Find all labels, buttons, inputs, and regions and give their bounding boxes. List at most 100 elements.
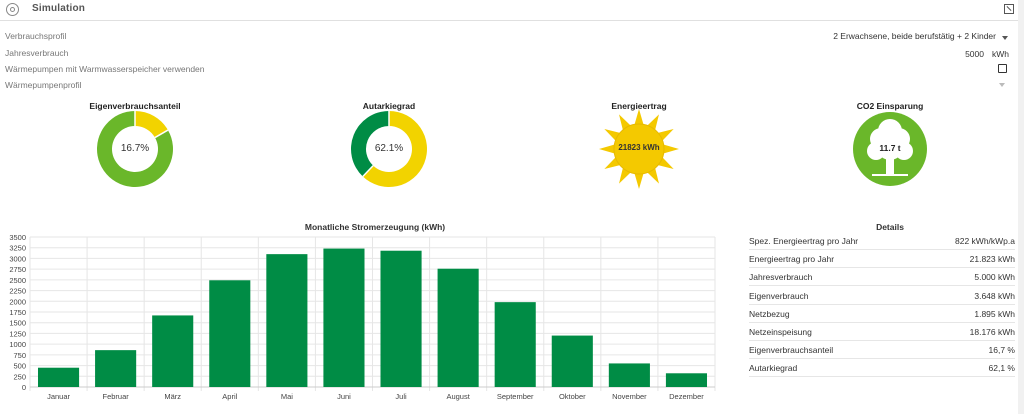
y-tick-label: 2000 xyxy=(9,297,26,306)
details-value: 3.648 kWh xyxy=(974,290,1015,301)
consumption-unit: kWh xyxy=(992,49,1009,59)
details-label: Energieertrag pro Jahr xyxy=(749,254,835,265)
x-tick-label: April xyxy=(222,392,237,401)
sun-icon xyxy=(599,109,679,189)
autarkie-value: 62.1% xyxy=(374,143,404,154)
profile-label: Verbrauchsprofil xyxy=(5,31,67,41)
bar-november xyxy=(608,363,650,387)
details-divider xyxy=(749,321,1015,323)
details-row: Eigenverbrauch 3.648 kWh xyxy=(749,291,1015,305)
bar-februar xyxy=(95,350,137,387)
bar-oktober xyxy=(551,335,593,387)
details-row: Jahresverbrauch 5.000 kWh xyxy=(749,272,1015,286)
y-tick-label: 2500 xyxy=(9,276,26,285)
details-row: Netzeinspeisung 18.176 kWh xyxy=(749,327,1015,341)
x-tick-label: September xyxy=(497,392,534,401)
y-tick-label: 1250 xyxy=(9,329,26,338)
tree-icon xyxy=(853,112,927,186)
eigen-title: Eigenverbrauchsanteil xyxy=(89,101,181,111)
y-tick-label: 250 xyxy=(13,372,26,381)
bar-mai xyxy=(266,254,308,387)
details-row: Autarkiegrad 62,1 % xyxy=(749,363,1015,377)
details-value: 1.895 kWh xyxy=(974,308,1015,319)
autarkie-title: Autarkiegrad xyxy=(362,101,416,111)
details-value: 18.176 kWh xyxy=(969,327,1015,337)
bar-august xyxy=(437,268,479,387)
bar-märz xyxy=(152,315,194,387)
energie-title: Energieertrag xyxy=(611,101,667,111)
details-label: Jahresverbrauch xyxy=(749,272,813,283)
y-tick-label: 3250 xyxy=(9,244,26,253)
details-row: Energieertrag pro Jahr 21.823 kWh xyxy=(749,254,1015,268)
y-tick-label: 2750 xyxy=(9,265,26,274)
details-divider xyxy=(749,358,1015,360)
details-value: 21.823 kWh xyxy=(969,254,1015,265)
y-tick-label: 0 xyxy=(22,383,26,392)
x-tick-label: Mai xyxy=(281,392,293,401)
bar-april xyxy=(209,280,251,387)
x-tick-label: August xyxy=(446,392,470,401)
y-tick-label: 1750 xyxy=(9,308,26,317)
y-tick-label: 3000 xyxy=(9,254,26,263)
y-tick-label: 1000 xyxy=(9,340,26,349)
bar-juni xyxy=(323,248,365,387)
heatpump-label: Wärmepumpen mit Warmwasserspeicher verwe… xyxy=(5,64,205,74)
kpi-graphics xyxy=(97,109,927,189)
eigen-donut xyxy=(97,111,173,188)
x-tick-label: Juni xyxy=(337,392,351,401)
chevron-down-icon xyxy=(1002,36,1008,40)
details-label: Netzeinspeisung xyxy=(749,327,812,337)
scrollbar[interactable] xyxy=(1018,0,1024,414)
y-tick-label: 1500 xyxy=(9,319,26,328)
y-tick-label: 3500 xyxy=(9,233,26,242)
panel-header: Simulation xyxy=(0,0,1018,21)
details-row: Eigenverbrauchsanteil 16,7 % xyxy=(749,345,1015,359)
profile-select[interactable]: 2 Erwachsene, beide berufstätig + 2 Kind… xyxy=(820,29,1010,43)
x-tick-label: März xyxy=(164,392,181,401)
details-label: Eigenverbrauchsanteil xyxy=(749,345,834,356)
bar-dezember xyxy=(665,373,708,387)
energie-value: 21823 kWh xyxy=(618,143,660,152)
details-value: 62,1 % xyxy=(988,363,1015,374)
x-tick-label: Oktober xyxy=(559,392,586,401)
simulation-icon xyxy=(6,3,19,16)
details-divider xyxy=(749,249,1015,250)
chart-title: Monatliche Stromerzeugung (kWh) xyxy=(304,222,446,232)
details-divider xyxy=(749,340,1015,341)
details-divider xyxy=(749,285,1015,287)
x-tick-label: Dezember xyxy=(669,392,704,401)
autarkie-donut-slice-rest xyxy=(351,111,389,177)
consumption-input[interactable]: 5000 xyxy=(965,49,984,59)
details-title: Details xyxy=(876,222,904,232)
autarkie-donut xyxy=(351,111,427,187)
x-tick-label: Februar xyxy=(102,392,129,401)
details-label: Netzbezug xyxy=(749,308,790,319)
details-label: Spez. Energieertrag pro Jahr xyxy=(749,236,859,246)
details-value: 5.000 kWh xyxy=(974,272,1015,283)
details-label: Autarkiegrad xyxy=(749,363,798,374)
y-tick-label: 2250 xyxy=(9,287,26,296)
x-tick-label: Juli xyxy=(395,392,407,401)
details-value: 822 kWh/kWp.a xyxy=(955,236,1015,246)
heatpump-checkbox[interactable] xyxy=(998,64,1007,73)
profile-select-value: 2 Erwachsene, beide berufstätig + 2 Kind… xyxy=(833,31,996,41)
consumption-label: Jahresverbrauch xyxy=(5,48,69,58)
x-tick-label: November xyxy=(612,392,647,401)
expand-icon[interactable] xyxy=(1004,4,1014,14)
bar-september xyxy=(494,302,536,387)
details-label: Eigenverbrauch xyxy=(749,290,809,301)
y-tick-label: 500 xyxy=(13,362,26,371)
bar-juli xyxy=(380,250,422,387)
co2-title: CO2 Einsparung xyxy=(856,101,924,111)
bar-januar xyxy=(37,367,80,387)
panel-title: Simulation xyxy=(32,3,86,14)
eigen-donut-slice-rest xyxy=(97,111,173,188)
details-divider xyxy=(749,303,1015,305)
x-tick-label: Januar xyxy=(47,392,70,401)
heatpump-profile-label: Wärmepumpenprofil xyxy=(5,80,82,90)
y-tick-label: 750 xyxy=(13,351,26,360)
details-value: 16,7 % xyxy=(988,345,1015,356)
heatpump-profile-chevron-icon[interactable] xyxy=(999,83,1005,87)
details-row: Spez. Energieertrag pro Jahr 822 kWh/kWp.… xyxy=(749,236,1015,250)
